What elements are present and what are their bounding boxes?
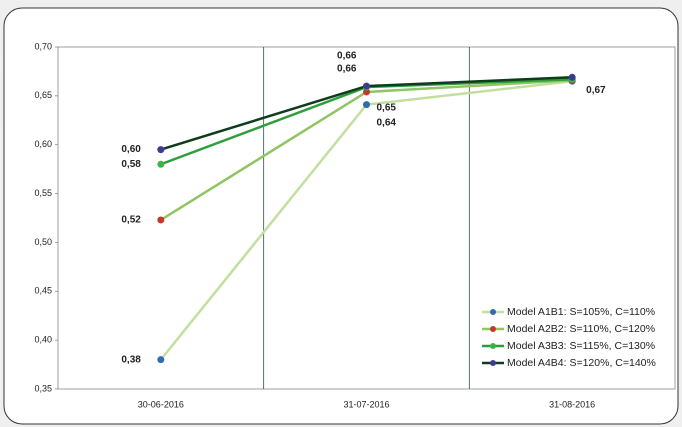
data-label: 0,60: [121, 144, 141, 155]
frame: [3, 7, 679, 425]
x-tick-label: 30-06-2016: [138, 399, 184, 409]
data-label: 0,66: [337, 64, 357, 75]
data-point: [363, 101, 370, 109]
data-label: 0,58: [121, 159, 141, 170]
legend-marker: [490, 360, 496, 366]
data-point: [157, 216, 165, 224]
y-tick-label: 0,70: [34, 41, 52, 51]
data-point: [568, 73, 576, 81]
data-point: [363, 82, 370, 90]
data-label: 0,52: [121, 215, 141, 226]
data-label: 0,66: [337, 51, 357, 62]
y-tick-label: 0,50: [34, 237, 52, 247]
legend-label: Model A1B1: S=105%, C=110%: [507, 306, 655, 318]
x-tick-label: 31-08-2016: [549, 399, 595, 409]
y-tick-label: 0,65: [34, 90, 52, 100]
y-tick-label: 0,35: [34, 383, 52, 393]
x-tick-label: 31-07-2016: [343, 399, 389, 409]
data-label: 0,67: [586, 85, 606, 96]
y-tick-label: 0,60: [34, 139, 52, 149]
data-point: [157, 356, 165, 364]
legend-marker: [490, 309, 496, 315]
legend-label: Model A4B4: S=120%, C=140%: [507, 357, 656, 369]
legend-label: Model A2B2: S=110%, C=120%: [507, 323, 655, 335]
data-point: [157, 146, 165, 154]
y-tick-label: 0,55: [34, 188, 52, 198]
data-label: 0,64: [377, 117, 397, 128]
data-label: 0,38: [121, 354, 141, 365]
data-point: [363, 88, 370, 96]
plot-area: [57, 46, 676, 390]
y-tick-label: 0,45: [34, 286, 52, 296]
data-label: 0,65: [377, 103, 397, 114]
y-tick-label: 0,40: [34, 335, 52, 345]
legend-label: Model A3B3: S=115%, C=130%: [507, 340, 655, 352]
data-point: [157, 160, 165, 168]
legend-marker: [490, 343, 496, 349]
legend-marker: [490, 326, 496, 332]
